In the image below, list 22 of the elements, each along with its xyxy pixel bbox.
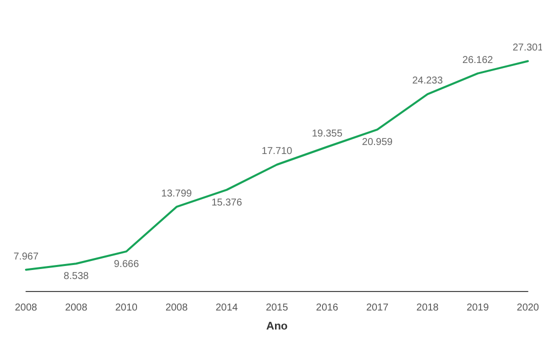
x-tick-label: 2017 bbox=[366, 302, 389, 314]
data-label: 8.538 bbox=[64, 271, 90, 282]
x-tick-label: 2008 bbox=[14, 302, 38, 314]
data-label: 17.710 bbox=[262, 146, 293, 158]
data-label: 15.376 bbox=[211, 197, 242, 208]
data-label: 20.959 bbox=[362, 137, 394, 148]
data-label: 26.162 bbox=[462, 54, 494, 66]
x-tick-label: 2014 bbox=[216, 302, 238, 314]
x-tick-label: 2019 bbox=[466, 302, 490, 314]
data-label: 7.967 bbox=[13, 251, 39, 262]
x-tick-label: 2015 bbox=[266, 302, 288, 314]
x-tick-label: 2018 bbox=[416, 302, 440, 314]
data-label: 19.355 bbox=[312, 128, 343, 140]
x-tick-label: 2008 bbox=[65, 302, 88, 314]
data-label: 24.233 bbox=[412, 76, 444, 87]
x-axis-title: Ano bbox=[266, 320, 288, 332]
x-tick-label: 2010 bbox=[115, 302, 138, 314]
data-label: 9.666 bbox=[114, 258, 140, 270]
data-label: 13.799 bbox=[161, 188, 192, 200]
x-tick-label: 2020 bbox=[516, 302, 540, 314]
x-tick-label: 2016 bbox=[316, 302, 339, 314]
x-tick-label: 2008 bbox=[165, 302, 188, 314]
